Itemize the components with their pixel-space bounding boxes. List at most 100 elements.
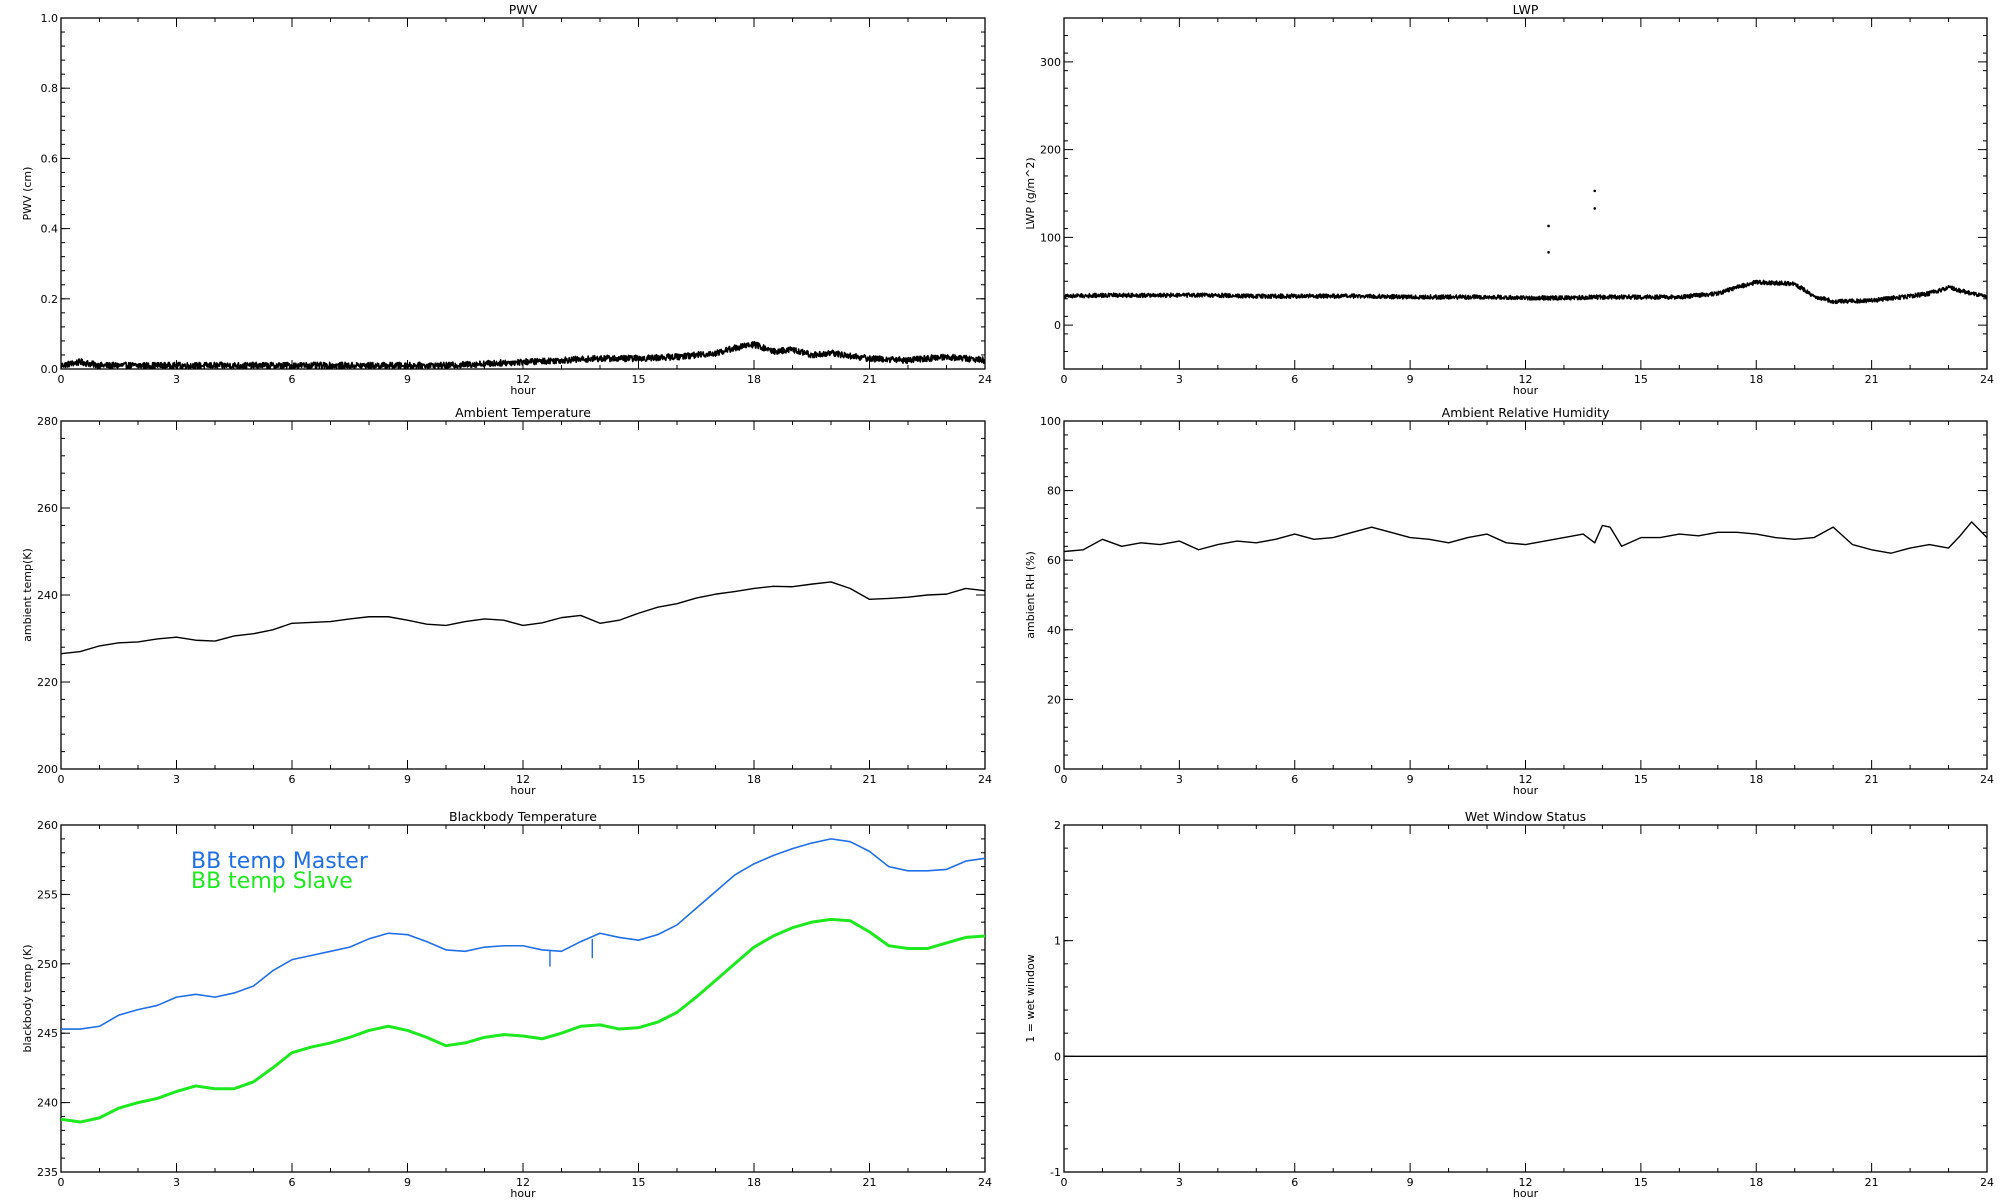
- y-tick-label: 60: [1047, 554, 1061, 567]
- x-tick-label: 3: [1176, 373, 1183, 386]
- y-axis-label: LWP (g/m^2): [1024, 157, 1037, 229]
- y-axis-label: blackbody temp (K): [21, 945, 34, 1053]
- x-tick-label: 18: [747, 773, 761, 786]
- outlier-point: [1593, 207, 1597, 210]
- x-tick-label: 0: [1061, 1176, 1068, 1189]
- plot-frame: [1063, 420, 1988, 770]
- x-tick-label: 21: [1865, 373, 1879, 386]
- panel-pwv: PWV 0 3 6 9 12 15 18 21 24 hour 0.0 0.2 0.4 0.6 0.8 1.0 P…: [21, 2, 992, 397]
- x-tick-label: 24: [1980, 373, 1994, 386]
- y-tick-label: 0: [1054, 319, 1061, 332]
- x-tick-label: 6: [289, 1176, 296, 1189]
- x-tick-label: 12: [516, 373, 530, 386]
- y-tick-label: 0.0: [41, 363, 59, 376]
- x-axis-label: hour: [510, 1187, 536, 1200]
- y-tick-label: 220: [37, 676, 58, 689]
- x-tick-label: 9: [1407, 1176, 1414, 1189]
- y-tick-label: 0.2: [41, 293, 59, 306]
- x-tick-label: 3: [1176, 1176, 1183, 1189]
- y-axis-label: 1 = wet window: [1024, 954, 1037, 1043]
- y-tick-label: 100: [1040, 415, 1061, 428]
- x-tick-label: 3: [1176, 773, 1183, 786]
- x-tick-label: 6: [289, 773, 296, 786]
- chart-title: Wet Window Status: [1465, 809, 1586, 824]
- x-tick-label: 0: [1061, 773, 1068, 786]
- x-tick-label: 9: [404, 773, 411, 786]
- y-tick-label: 260: [37, 819, 58, 832]
- series-line: [61, 838, 985, 1030]
- y-tick-label: -1: [1050, 1166, 1061, 1179]
- x-tick-label: 21: [863, 773, 877, 786]
- y-tick-label: 300: [1040, 56, 1061, 69]
- y-tick-label: 20: [1047, 693, 1061, 706]
- x-tick-label: 12: [516, 773, 530, 786]
- series-line: [1064, 279, 1987, 305]
- x-tick-label: 15: [632, 373, 646, 386]
- x-tick-label: 12: [1519, 1176, 1533, 1189]
- y-tick-label: 240: [37, 1097, 58, 1110]
- x-tick-label: 9: [1407, 773, 1414, 786]
- x-tick-label: 0: [58, 773, 65, 786]
- panel-ambient_temp: Ambient Temperature 0 3 6 9 12 15 18 21 24 hour 200…: [21, 405, 992, 797]
- y-tick-label: 0.6: [41, 152, 59, 165]
- y-tick-label: 200: [37, 763, 58, 776]
- panel-bb_temp: Blackbody Temperature 0 3 6 9 12 15 18 21 24 hour 2…: [21, 809, 992, 1200]
- y-axis-label: PWV (cm): [21, 167, 34, 221]
- y-tick-label: 280: [37, 415, 58, 428]
- y-axis-label: ambient temp(K): [21, 548, 34, 642]
- series-line: [61, 581, 985, 655]
- x-axis-label: hour: [510, 384, 536, 397]
- x-axis-label: hour: [1513, 1187, 1539, 1200]
- x-tick-label: 6: [1291, 373, 1298, 386]
- y-tick-label: 2: [1054, 819, 1061, 832]
- x-tick-label: 0: [58, 373, 65, 386]
- outlier-point: [1547, 224, 1550, 228]
- y-tick-label: 200: [1040, 144, 1061, 157]
- x-tick-label: 0: [1061, 373, 1068, 386]
- y-tick-label: 260: [37, 502, 58, 515]
- x-tick-label: 15: [1634, 773, 1648, 786]
- y-tick-label: 0: [1054, 1050, 1061, 1063]
- x-tick-label: 15: [1634, 373, 1648, 386]
- x-tick-label: 18: [1749, 773, 1763, 786]
- x-tick-label: 0: [58, 1176, 65, 1189]
- x-tick-label: 24: [1980, 1176, 1994, 1189]
- x-tick-label: 9: [1407, 373, 1414, 386]
- chart-title: PWV: [509, 2, 538, 17]
- x-axis-label: hour: [510, 784, 536, 797]
- outlier-point: [1593, 189, 1597, 193]
- x-tick-label: 24: [978, 773, 992, 786]
- y-tick-label: 0.4: [41, 223, 59, 236]
- x-tick-label: 12: [1519, 773, 1533, 786]
- x-tick-label: 21: [863, 1176, 877, 1189]
- panel-ambient_rh: Ambient Relative Humidity 0 3 6 9 12 15 18 21 24 h…: [1024, 405, 1994, 797]
- chart-title: Ambient Relative Humidity: [1442, 405, 1610, 420]
- y-tick-label: 100: [1040, 231, 1061, 244]
- x-tick-label: 21: [1865, 1176, 1879, 1189]
- x-tick-label: 3: [173, 1176, 180, 1189]
- y-tick-label: 40: [1047, 624, 1061, 637]
- y-tick-label: 1: [1054, 935, 1061, 948]
- y-tick-label: 245: [37, 1027, 58, 1040]
- x-tick-label: 9: [404, 1176, 411, 1189]
- panel-lwp: LWP 0 3 6 9 12 15 18 21 24 hour 0 100 200 300 LWP (g/m^…: [1024, 2, 1994, 397]
- x-tick-label: 15: [632, 1176, 646, 1189]
- outlier-point: [1547, 250, 1550, 254]
- y-tick-label: 80: [1047, 485, 1061, 498]
- y-tick-label: 0: [1054, 763, 1061, 776]
- y-tick-label: 0.8: [41, 82, 59, 95]
- x-tick-label: 3: [173, 773, 180, 786]
- x-tick-label: 3: [173, 373, 180, 386]
- plot-frame: [1063, 17, 1988, 370]
- series-line: [61, 917, 985, 1124]
- x-tick-label: 24: [978, 373, 992, 386]
- x-tick-label: 18: [1749, 1176, 1763, 1189]
- plot-frame: [60, 17, 986, 370]
- chart-title: Blackbody Temperature: [449, 809, 597, 824]
- y-tick-label: 240: [37, 589, 58, 602]
- x-axis-label: hour: [1513, 784, 1539, 797]
- x-tick-label: 6: [1291, 1176, 1298, 1189]
- x-tick-label: 18: [747, 1176, 761, 1189]
